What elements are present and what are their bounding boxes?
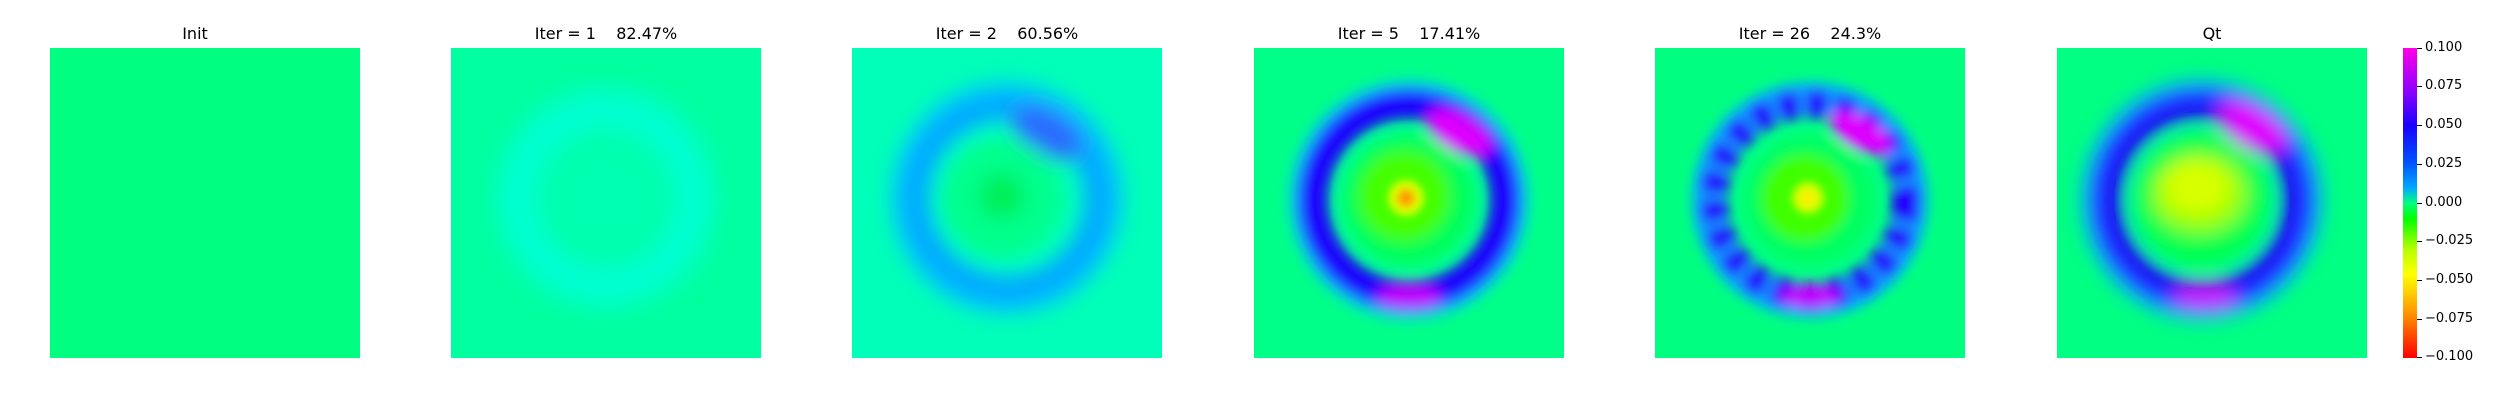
- colorbar-tick-label: 0.075: [2425, 78, 2463, 93]
- colorbar-tick-label: 0.100: [2425, 40, 2463, 55]
- colorbar-tick: [2417, 203, 2422, 204]
- colorbar-tick-label: 0.050: [2425, 117, 2463, 132]
- colorbar-tick: [2417, 48, 2422, 49]
- colorbar-tick-label: 0.025: [2425, 156, 2463, 171]
- image-iter-1: [451, 48, 761, 358]
- colorbar-tick-label: −0.050: [2425, 272, 2474, 287]
- panel-title-qt: Qt: [2202, 24, 2222, 43]
- colorbar: [2403, 48, 2417, 358]
- colorbar-tick: [2417, 319, 2422, 320]
- colorbar-tick: [2417, 280, 2422, 281]
- image-iter-5: [1254, 48, 1564, 358]
- image-init: [50, 48, 360, 358]
- image-iter-2: [852, 48, 1162, 358]
- image-qt: [2057, 48, 2367, 358]
- colorbar-tick: [2417, 125, 2422, 126]
- panel-title-init: Init: [182, 24, 208, 43]
- colorbar-tick-label: −0.075: [2425, 311, 2474, 326]
- colorbar-tick-label: 0.000: [2425, 195, 2463, 210]
- panel-title-iter-26: Iter = 26 24.3%: [1738, 24, 1882, 43]
- panel-title-iter-2: Iter = 2 60.56%: [935, 24, 1079, 43]
- colorbar-tick: [2417, 164, 2422, 165]
- colorbar-tick: [2417, 86, 2422, 87]
- colorbar-tick-label: −0.025: [2425, 233, 2474, 248]
- colorbar-tick: [2417, 357, 2422, 358]
- colorbar-tick-label: −0.100: [2425, 349, 2474, 364]
- panel-title-iter-5: Iter = 5 17.41%: [1337, 24, 1481, 43]
- image-iter-26: [1655, 48, 1965, 358]
- colorbar-tick: [2417, 241, 2422, 242]
- panel-title-iter-1: Iter = 1 82.47%: [534, 24, 678, 43]
